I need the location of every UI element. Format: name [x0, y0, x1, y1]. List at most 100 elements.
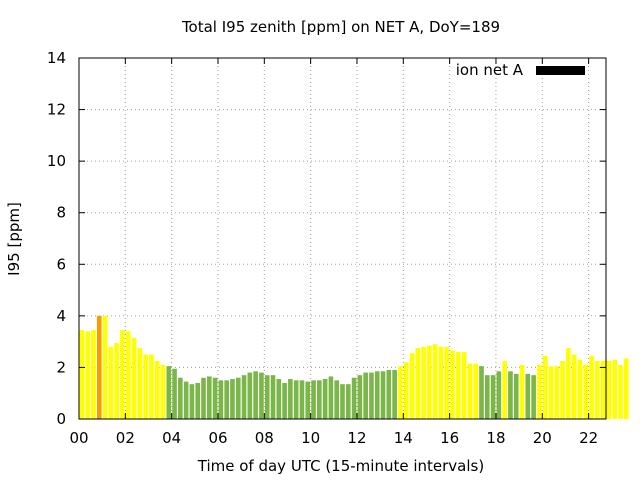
bar [386, 370, 392, 419]
bar [484, 375, 490, 419]
bar [114, 342, 119, 419]
x-tick-label: 16 [440, 429, 459, 447]
bar [496, 371, 502, 419]
bar [589, 355, 594, 419]
y-tick-label: 6 [56, 255, 66, 273]
bar [259, 372, 264, 419]
bar [143, 354, 148, 419]
bar [357, 375, 363, 419]
y-tick-label: 8 [56, 204, 66, 222]
bar [206, 376, 212, 419]
bar [241, 375, 247, 419]
bar [415, 348, 421, 419]
bar [224, 380, 229, 419]
y-axis-label: I95 [ppm] [5, 202, 23, 276]
bar [230, 379, 235, 419]
bar [438, 346, 444, 419]
bar [160, 364, 166, 419]
bar [531, 375, 536, 419]
bar [525, 373, 531, 419]
bar [537, 364, 542, 419]
bar [120, 330, 125, 419]
bar [392, 370, 397, 419]
bar [351, 377, 357, 419]
bar [374, 371, 380, 419]
bar [456, 351, 461, 419]
x-axis-label: Time of day UTC (15-minute intervals) [197, 457, 484, 475]
bar [322, 379, 328, 419]
bar [102, 315, 108, 419]
bar [218, 380, 224, 419]
bar [276, 379, 282, 419]
bar [154, 360, 160, 419]
x-tick-label: 08 [255, 429, 274, 447]
bar [542, 355, 548, 419]
bar [571, 354, 577, 419]
bar [473, 363, 479, 419]
y-tick-labels: 0 2 4 6 8 10 12 14 [47, 49, 606, 428]
bar [513, 373, 519, 419]
bar [79, 330, 85, 419]
bar [450, 350, 455, 419]
bar [612, 359, 618, 419]
bar [421, 346, 426, 419]
bar [623, 358, 629, 419]
bar [317, 380, 322, 419]
bar [548, 366, 554, 419]
x-tick-label: 18 [486, 429, 505, 447]
bar [600, 360, 606, 419]
bar [427, 345, 432, 419]
bar [334, 380, 340, 419]
bar [340, 384, 345, 419]
legend-label: ion net A [456, 61, 524, 79]
bar [91, 330, 96, 419]
bar [508, 371, 513, 419]
x-tick-label: 22 [579, 429, 598, 447]
bar [490, 375, 496, 419]
plot-frame [78, 57, 607, 420]
bar [178, 377, 183, 419]
bar [467, 363, 473, 419]
bar [618, 364, 623, 419]
bar [594, 360, 600, 419]
bar [409, 353, 415, 419]
x-tick-labels: 00 02 04 06 08 10 12 14 16 18 20 22 [69, 58, 598, 447]
x-tick-label: 02 [116, 429, 135, 447]
y-tick-label: 14 [47, 49, 66, 67]
bar [432, 344, 438, 419]
bar [299, 380, 305, 419]
chart-title: Total I95 zenith [ppm] on NET A, DoY=189 [181, 18, 500, 36]
bar [363, 372, 368, 419]
bar [566, 348, 571, 419]
legend: ion net A [456, 61, 585, 79]
bar [403, 362, 409, 419]
y-tick-label: 10 [47, 152, 66, 170]
grid [79, 58, 606, 419]
x-tick-label: 06 [208, 429, 227, 447]
bar [398, 366, 403, 419]
bar [149, 354, 154, 419]
bar [583, 364, 589, 419]
bar [311, 380, 316, 419]
bar [502, 360, 507, 419]
y-tick-label: 4 [56, 307, 66, 325]
bar [212, 377, 218, 419]
bar [380, 371, 386, 419]
bar [172, 368, 177, 419]
bar [288, 379, 293, 419]
bar [270, 375, 276, 419]
x-tick-label: 12 [347, 429, 366, 447]
bar [125, 331, 131, 419]
bar [183, 381, 189, 419]
bar [554, 366, 560, 419]
bar [137, 348, 143, 419]
bar [131, 337, 137, 419]
bar [85, 331, 91, 419]
y-tick-label: 0 [56, 410, 66, 428]
x-tick-label: 14 [394, 429, 413, 447]
bar [461, 351, 467, 419]
bar [264, 375, 270, 419]
bar [166, 366, 172, 419]
bar [305, 381, 311, 419]
